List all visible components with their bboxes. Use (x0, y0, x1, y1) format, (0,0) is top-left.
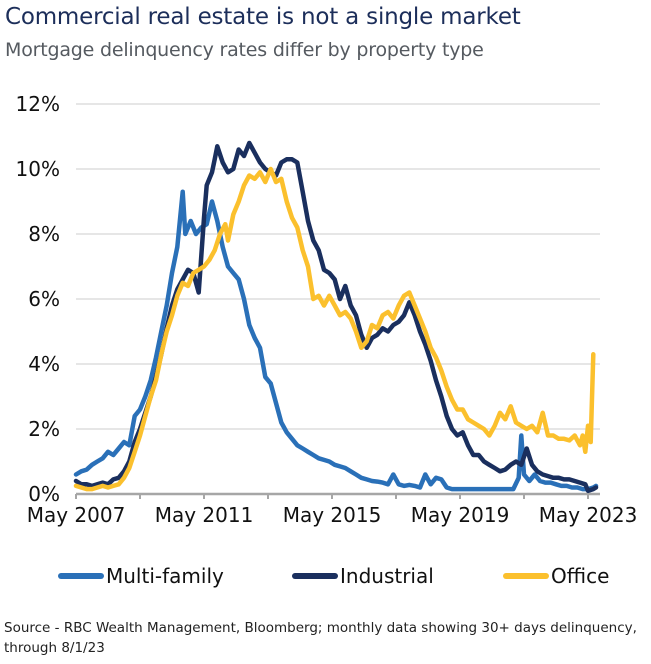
y-axis-ticks: 0% 2% 4% 6% 8% 10% 12% (16, 92, 60, 506)
source-note: Source - RBC Wealth Management, Bloomber… (4, 620, 637, 656)
y-tick-label: 6% (28, 287, 60, 311)
x-tick-label: May 2007 (27, 503, 126, 527)
legend-label: Multi-family (106, 564, 224, 588)
y-tick-label: 10% (16, 157, 60, 181)
y-tick-label: 2% (28, 417, 60, 441)
x-axis: May 2007 May 2011 May 2015 May 2019 May 2023 (27, 492, 638, 527)
y-tick-label: 8% (28, 222, 60, 246)
legend-swatch-multi-family (58, 573, 104, 579)
legend-label: Office (551, 564, 610, 588)
legend: Multi-family Industrial Office (0, 564, 651, 594)
chart-subtitle: Mortgage delinquency rates differ by pro… (5, 39, 484, 61)
legend-swatch-office (503, 573, 549, 579)
x-tick-label: May 2015 (283, 503, 382, 527)
legend-item-office: Office (503, 564, 609, 588)
x-tick-label: May 2019 (411, 503, 510, 527)
series-line-industrial (73, 140, 599, 494)
y-tick-label: 4% (28, 352, 60, 376)
y-tick-label: 12% (16, 92, 60, 116)
legend-label: Industrial (340, 564, 434, 588)
series-line-office (73, 166, 596, 492)
series-lines (73, 140, 599, 494)
y-tick-label: 0% (28, 482, 60, 506)
chart-title: Commercial real estate is not a single m… (5, 4, 521, 30)
legend-swatch-industrial (292, 573, 338, 579)
line-chart: 0% 2% 4% 6% 8% 10% 12% May 2007 May 2011 May 201… (16, 92, 638, 527)
series-line-multi-family (73, 189, 599, 492)
gridlines (76, 103, 600, 430)
x-tick-label: May 2023 (539, 503, 638, 527)
legend-item-industrial: Industrial (292, 564, 434, 588)
legend-item-multi-family: Multi-family (58, 564, 224, 588)
x-tick-label: May 2011 (155, 503, 254, 527)
